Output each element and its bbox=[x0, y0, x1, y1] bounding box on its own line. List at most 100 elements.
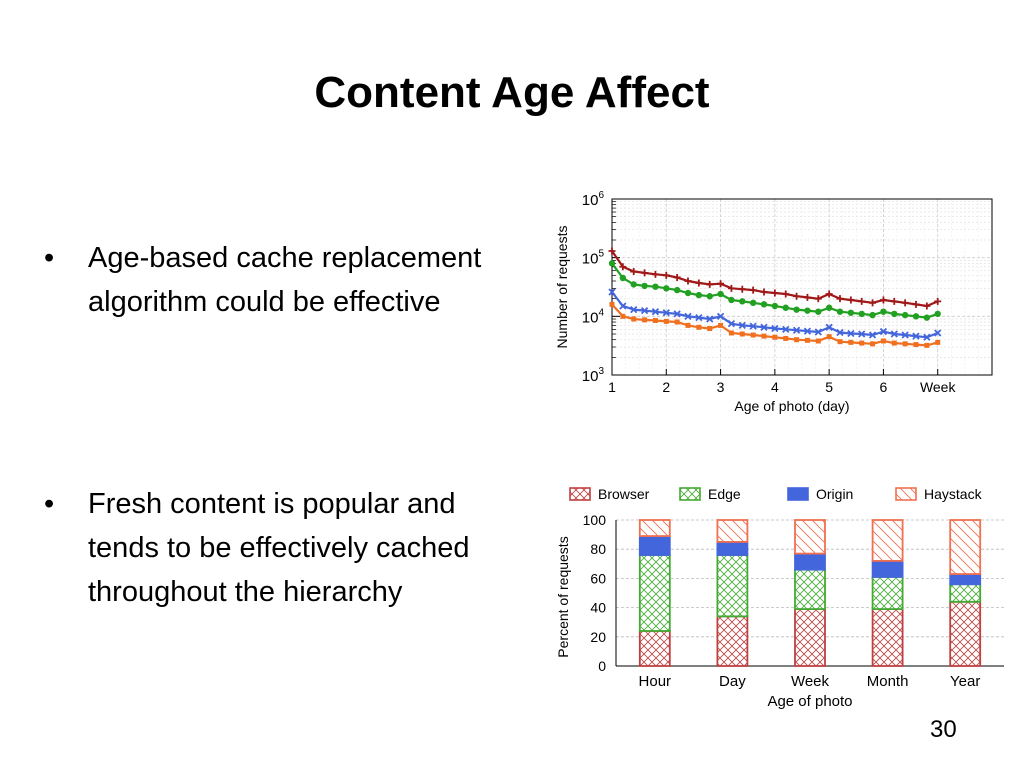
data-point bbox=[891, 340, 897, 346]
y-tick-label: 60 bbox=[590, 570, 606, 586]
data-point bbox=[912, 300, 920, 308]
data-point bbox=[728, 296, 735, 304]
bar-segment bbox=[949, 519, 982, 575]
data-point bbox=[837, 339, 843, 345]
data-point bbox=[727, 284, 735, 292]
y-tick-label: 0 bbox=[598, 658, 606, 674]
line-chart: 103 104 105 106 1 2 3 4 5 6 Week Age of photo (day)… bbox=[554, 190, 993, 414]
bar-segment bbox=[638, 535, 671, 556]
data-point bbox=[793, 306, 800, 313]
data-point bbox=[869, 299, 877, 307]
bar-segment bbox=[638, 554, 671, 632]
data-point bbox=[836, 308, 844, 315]
data-point bbox=[793, 292, 801, 300]
bar-segment bbox=[638, 519, 671, 537]
bar-segment bbox=[716, 554, 749, 618]
data-point bbox=[825, 290, 833, 298]
data-point bbox=[814, 295, 822, 303]
data-point bbox=[868, 331, 877, 339]
data-point bbox=[847, 296, 855, 304]
data-point bbox=[934, 297, 942, 305]
data-point bbox=[815, 308, 822, 315]
data-point bbox=[901, 299, 909, 307]
data-point bbox=[935, 339, 941, 345]
x-tick-label: Week bbox=[791, 673, 830, 690]
data-point bbox=[718, 322, 724, 328]
bar-segment bbox=[871, 608, 904, 667]
data-point bbox=[923, 302, 931, 310]
data-point bbox=[619, 274, 627, 282]
legend-label: Edge bbox=[708, 486, 741, 502]
data-point bbox=[696, 324, 702, 330]
data-point bbox=[630, 268, 638, 276]
data-point bbox=[836, 295, 844, 303]
bullet-text: Age-based cache replacement algorithm co… bbox=[88, 242, 482, 318]
data-point bbox=[673, 273, 681, 281]
bullet-item: • Fresh content is popular and tends to … bbox=[44, 482, 524, 614]
bar-segment bbox=[871, 559, 904, 578]
data-point bbox=[739, 298, 746, 305]
data-point bbox=[803, 327, 812, 335]
data-point bbox=[934, 310, 941, 318]
y-axis-label: Number of requests bbox=[554, 226, 570, 349]
data-point bbox=[815, 338, 821, 344]
data-point bbox=[727, 320, 736, 328]
data-point bbox=[642, 317, 648, 323]
y-tick-label: 100 bbox=[583, 512, 607, 528]
data-point bbox=[890, 330, 898, 338]
slide-title: Content Age Affect bbox=[314, 68, 710, 117]
data-point bbox=[738, 321, 746, 330]
data-point bbox=[652, 283, 659, 290]
bar-segment bbox=[716, 519, 749, 543]
y-tick-label: 106 bbox=[582, 190, 605, 209]
x-tick-label: 3 bbox=[717, 379, 725, 395]
data-point bbox=[761, 333, 767, 339]
data-point bbox=[934, 329, 942, 337]
bar-segment bbox=[871, 576, 904, 610]
data-point bbox=[924, 342, 930, 348]
data-point bbox=[749, 299, 757, 307]
data-point bbox=[869, 311, 876, 319]
data-point bbox=[858, 330, 866, 338]
data-point bbox=[804, 307, 811, 314]
data-point bbox=[901, 331, 909, 339]
data-point bbox=[717, 290, 724, 298]
data-point bbox=[651, 270, 659, 278]
data-point bbox=[630, 306, 638, 314]
bar-segment bbox=[638, 630, 671, 667]
data-point bbox=[772, 334, 778, 340]
data-point bbox=[684, 312, 692, 320]
data-point bbox=[760, 288, 768, 296]
data-point bbox=[771, 302, 779, 310]
data-point bbox=[640, 307, 649, 315]
data-point bbox=[651, 308, 660, 316]
data-point bbox=[923, 333, 931, 341]
data-point bbox=[673, 310, 681, 318]
data-point bbox=[706, 280, 714, 288]
x-tick-label: Day bbox=[719, 673, 746, 690]
x-tick-label: Month bbox=[867, 673, 909, 690]
bar-segment bbox=[949, 600, 982, 667]
data-point bbox=[608, 247, 616, 255]
data-point bbox=[662, 271, 670, 279]
data-point bbox=[760, 323, 768, 331]
slide-number: 30 bbox=[930, 716, 957, 743]
bullet-item: • Age-based cache replacement algorithm … bbox=[44, 236, 524, 324]
data-point bbox=[739, 331, 745, 337]
data-point bbox=[684, 277, 692, 285]
data-point bbox=[673, 286, 681, 294]
data-point bbox=[836, 328, 844, 337]
data-point bbox=[783, 335, 789, 341]
data-point bbox=[706, 293, 713, 300]
legend-label: Origin bbox=[816, 486, 853, 502]
data-point bbox=[749, 286, 757, 294]
data-point bbox=[662, 309, 670, 317]
x-tick-label: 5 bbox=[825, 379, 833, 395]
data-point bbox=[706, 315, 714, 323]
data-point bbox=[663, 318, 669, 324]
data-point bbox=[847, 309, 855, 316]
data-point bbox=[912, 332, 920, 340]
data-point bbox=[879, 296, 887, 304]
x-tick-label: 4 bbox=[771, 379, 779, 395]
x-tick-label: Year bbox=[950, 673, 980, 690]
